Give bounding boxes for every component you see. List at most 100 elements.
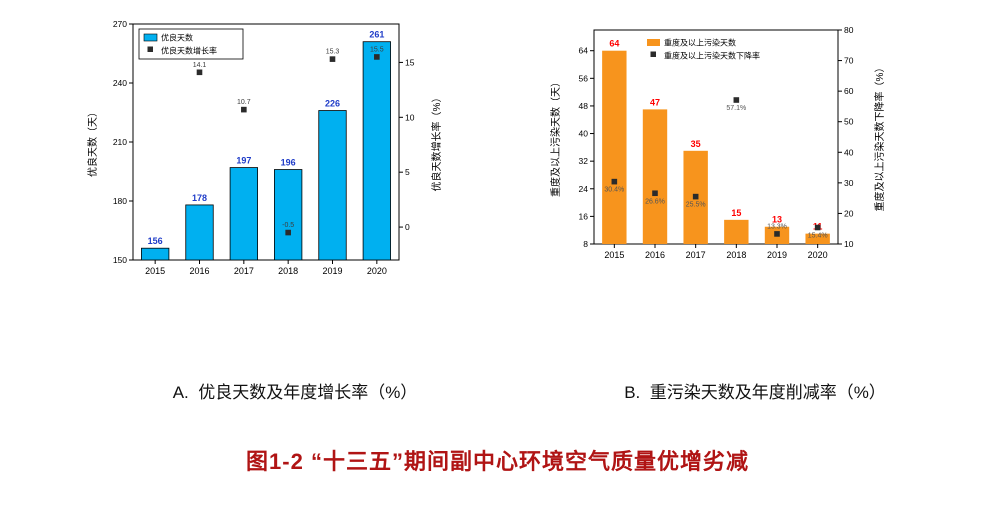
good-days-chart-svg: 150 180 210 240 270 0 5 10 15 2015 2016 2017 2018 201… <box>86 19 443 276</box>
chart-heavy-pollution-days: 8 16 24 32 40 48 56 64 10 20 30 40 50 60 70 80 2015 2016 2… <box>548 16 888 278</box>
x-tick-label: 2017 <box>234 266 254 276</box>
right-tick-label: 5 <box>405 167 410 177</box>
x-tick-label: 2015 <box>604 250 624 260</box>
legend-marker-swatch <box>650 51 656 57</box>
right-axis-title: 优良天数增长率（%） <box>430 93 443 192</box>
left-tick-label: 270 <box>113 19 127 29</box>
figure-title: 图1-2 “十三五”期间副中心环境空气质量优增劣减 <box>246 449 749 474</box>
right-tick-label: 30 <box>844 178 854 188</box>
right-axis-title: 重度及以上污染天数下降率（%） <box>873 63 886 212</box>
heavy-pollution-chart-svg: 8 16 24 32 40 48 56 64 10 20 30 40 50 60 70 80 2015 2016 2… <box>549 25 886 260</box>
rate-value-label: 25.5% <box>686 202 706 209</box>
x-tick-label: 2020 <box>367 266 387 276</box>
bar-value-label: 35 <box>691 139 701 149</box>
rate-marker-2016 <box>652 190 658 197</box>
left-tick-label: 210 <box>113 137 127 147</box>
bar-2020 <box>362 41 391 261</box>
right-tick-label: 10 <box>844 239 854 249</box>
bar-value-label: 47 <box>650 97 660 107</box>
x-tick-label: 2017 <box>686 250 706 260</box>
left-tick-label: 64 <box>579 46 589 56</box>
chart-good-days: 150 180 210 240 270 0 5 10 15 2015 2016 2017 2018 201… <box>85 8 445 300</box>
rate-marker-2020 <box>374 54 380 60</box>
rate-value-label: 26.6% <box>645 198 665 205</box>
left-tick-label: 48 <box>579 101 589 111</box>
caption-chart-a: A. 优良天数及年度增长率（%） <box>172 383 418 402</box>
left-tick-label: 8 <box>583 239 588 249</box>
x-tick-label: 2016 <box>189 266 209 276</box>
left-tick-label: 240 <box>113 78 127 88</box>
x-tick-label: 2016 <box>645 250 665 260</box>
right-tick-label: 70 <box>844 56 854 66</box>
bar-value-label: 13 <box>772 215 782 225</box>
bar-value-label: 261 <box>369 30 384 40</box>
bar-value-label: 197 <box>236 156 251 166</box>
rate-value-label: 14.1 <box>193 62 207 69</box>
rate-marker-2016 <box>196 69 203 76</box>
bar-2019 <box>318 110 347 261</box>
left-axis-title: 重度及以上污染天数（天） <box>549 77 562 197</box>
bar-value-label: 226 <box>325 99 340 109</box>
bar-2015 <box>602 50 627 244</box>
bar-2016 <box>642 109 668 244</box>
right-tick-label: 50 <box>844 117 854 127</box>
plot-box <box>593 29 839 245</box>
right-tick-label: 0 <box>405 222 410 232</box>
rate-marker-2019 <box>329 56 336 62</box>
rate-marker-2017 <box>241 106 247 113</box>
x-tick-label: 2018 <box>726 250 746 260</box>
legend-bar-label: 优良天数 <box>161 33 193 43</box>
left-tick-label: 40 <box>579 129 589 139</box>
rate-value-label: -0.5 <box>282 222 294 229</box>
bar-2016 <box>185 204 214 261</box>
bar-2017 <box>229 167 258 261</box>
right-tick-label: 15 <box>405 57 415 67</box>
right-tick-label: 10 <box>405 112 415 122</box>
left-tick-label: 150 <box>113 255 127 265</box>
bar-value-label: 64 <box>609 39 619 49</box>
x-tick-label: 2018 <box>278 266 298 276</box>
rate-value-label: 15.4% <box>808 232 828 239</box>
bar-value-label: 196 <box>281 158 296 168</box>
legend-marker-swatch <box>147 46 153 52</box>
legend-bar-swatch <box>143 33 158 42</box>
rate-value-label: 10.7 <box>237 99 251 106</box>
x-tick-label: 2015 <box>145 266 165 276</box>
legend-marker-label: 优良天数增长率 <box>161 46 217 56</box>
bar-2018 <box>724 219 749 244</box>
rate-marker-2018 <box>733 97 740 103</box>
rate-value-label: 15.5 <box>370 46 384 53</box>
left-axis-title: 优良天数（天） <box>86 107 99 177</box>
rate-marker-2018 <box>285 229 291 236</box>
x-tick-label: 2019 <box>767 250 787 260</box>
rate-marker-2020 <box>814 224 821 231</box>
rate-marker-2017 <box>692 193 699 200</box>
rate-marker-2015 <box>611 178 618 185</box>
x-tick-label: 2019 <box>322 266 342 276</box>
bar-2020 <box>805 233 830 244</box>
right-tick-label: 20 <box>844 208 854 218</box>
left-tick-label: 56 <box>579 73 589 83</box>
rate-value-label: 15.3 <box>326 49 340 56</box>
right-tick-label: 60 <box>844 86 854 96</box>
right-tick-label: 80 <box>844 25 854 35</box>
bar-2018 <box>274 169 303 261</box>
left-tick-label: 32 <box>579 156 589 166</box>
left-tick-label: 24 <box>579 184 589 194</box>
bar-2015 <box>141 247 170 261</box>
rate-value-label: 57.1% <box>726 105 746 112</box>
plot-box <box>132 23 400 261</box>
rate-value-label: 13.3% <box>767 223 787 230</box>
left-tick-label: 16 <box>579 211 589 221</box>
caption-chart-b: B. 重污染天数及年度削减率（%） <box>624 383 886 402</box>
bar-value-label: 156 <box>148 236 163 246</box>
legend-bar-label: 重度及以上污染天数 <box>664 38 736 48</box>
rate-value-label: 30.4% <box>604 187 624 194</box>
left-tick-label: 180 <box>113 196 127 206</box>
bar-value-label: 15 <box>731 208 741 218</box>
bar-value-label: 178 <box>192 193 207 203</box>
rate-marker-2019 <box>774 231 780 237</box>
x-tick-label: 2020 <box>808 250 828 260</box>
right-tick-label: 40 <box>844 147 854 157</box>
